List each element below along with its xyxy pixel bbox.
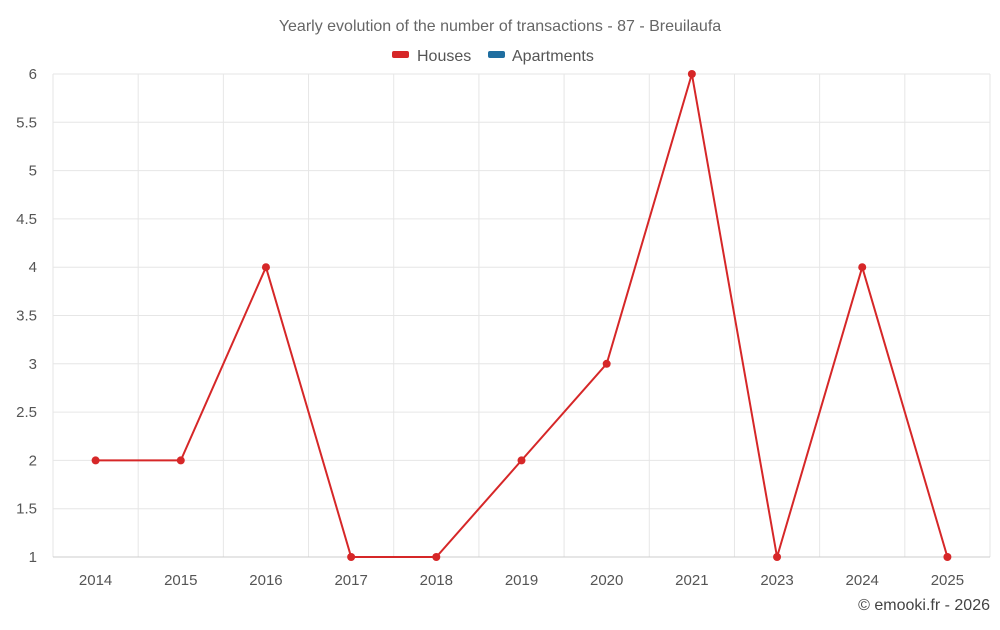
y-tick-label: 6 [29, 66, 37, 83]
x-tick-label: 2015 [164, 572, 197, 589]
x-gridlines [52, 74, 991, 557]
data-point [687, 70, 696, 78]
y-axis-ticks: 1 1.5 2 2.5 3 3.5 4 4.5 5 5.5 6 [16, 66, 37, 566]
legend-item-houses: Houses [392, 48, 471, 65]
data-point [773, 553, 782, 561]
x-tick-label: 2014 [79, 572, 112, 589]
x-tick-label: 2018 [420, 572, 453, 589]
y-tick-label: 1 [29, 549, 37, 566]
legend-label: Apartments [512, 48, 594, 65]
y-tick-label: 2 [29, 452, 37, 469]
legend-item-apartments: Apartments [488, 48, 594, 65]
legend-swatch [488, 51, 505, 58]
y-tick-label: 2.5 [16, 404, 37, 421]
data-point [943, 553, 952, 561]
y-tick-label: 3.5 [16, 308, 37, 325]
x-tick-label: 2023 [760, 572, 793, 589]
y-tick-label: 3 [29, 356, 37, 373]
x-tick-label: 2019 [505, 572, 538, 589]
chart-title: Yearly evolution of the number of transa… [279, 18, 721, 35]
x-tick-label: 2020 [590, 572, 623, 589]
y-tick-label: 4 [29, 259, 37, 276]
x-axis-ticks: 2014 2015 2016 2017 2018 2019 2020 2021 2023 2024… [79, 572, 964, 589]
x-tick-label: 2025 [931, 572, 964, 589]
legend-label: Houses [417, 48, 471, 65]
x-tick-label: 2017 [334, 572, 367, 589]
x-tick-label: 2024 [846, 572, 879, 589]
legend: Houses Apartments [392, 48, 594, 65]
data-point [517, 456, 526, 465]
data-point [91, 456, 100, 465]
y-tick-label: 5.5 [16, 114, 37, 131]
data-point [347, 553, 356, 561]
data-point [261, 263, 270, 272]
series-group [91, 70, 952, 561]
legend-swatch [392, 51, 409, 58]
x-tick-label: 2021 [675, 572, 708, 589]
data-point [432, 553, 441, 561]
y-gridlines [53, 73, 990, 510]
y-tick-label: 1.5 [16, 501, 37, 518]
y-tick-label: 5 [29, 163, 37, 180]
credit-text: © emooki.fr - 2026 [858, 597, 990, 614]
x-tick-label: 2016 [249, 572, 282, 589]
y-tick-label: 4.5 [16, 211, 37, 228]
data-point [858, 263, 867, 272]
data-point [176, 456, 185, 465]
data-point [602, 359, 611, 368]
